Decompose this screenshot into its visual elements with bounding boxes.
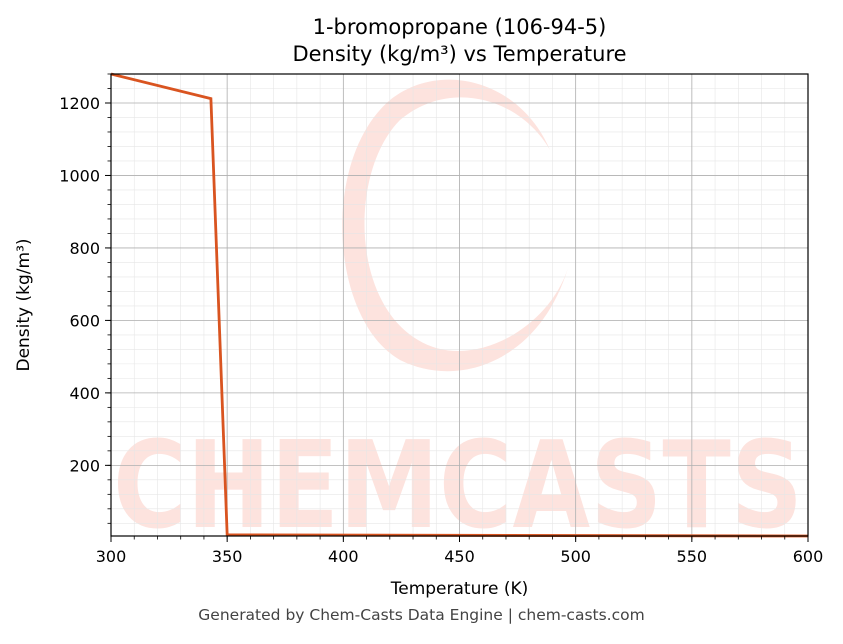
- chart-subtitle: Density (kg/m³) vs Temperature: [292, 42, 626, 66]
- y-tick-label: 600: [69, 311, 100, 330]
- x-axis-label: Temperature (K): [390, 579, 529, 599]
- x-tick-label: 450: [444, 547, 475, 566]
- y-tick-label: 1200: [59, 94, 100, 113]
- y-tick-label: 1000: [59, 166, 100, 185]
- x-tick-label: 500: [560, 547, 591, 566]
- footer-credit: Generated by Chem-Casts Data Engine | ch…: [198, 606, 645, 624]
- y-tick-label: 400: [69, 384, 100, 403]
- x-tick-label: 300: [96, 547, 127, 566]
- chart-title: 1-bromopropane (106-94-5): [313, 15, 607, 39]
- x-tick-label: 600: [793, 547, 824, 566]
- y-tick-label: 200: [69, 456, 100, 475]
- x-tick-label: 350: [212, 547, 243, 566]
- plot-frame: [110, 73, 809, 537]
- x-tick-label: 400: [328, 547, 359, 566]
- chemcasts-watermark: CHEMCASTS: [113, 79, 803, 556]
- watermark-swoosh: [342, 79, 568, 372]
- x-tick-label: 550: [677, 547, 708, 566]
- y-tick-label: 800: [69, 239, 100, 258]
- y-axis-label: Density (kg/m³): [14, 238, 34, 371]
